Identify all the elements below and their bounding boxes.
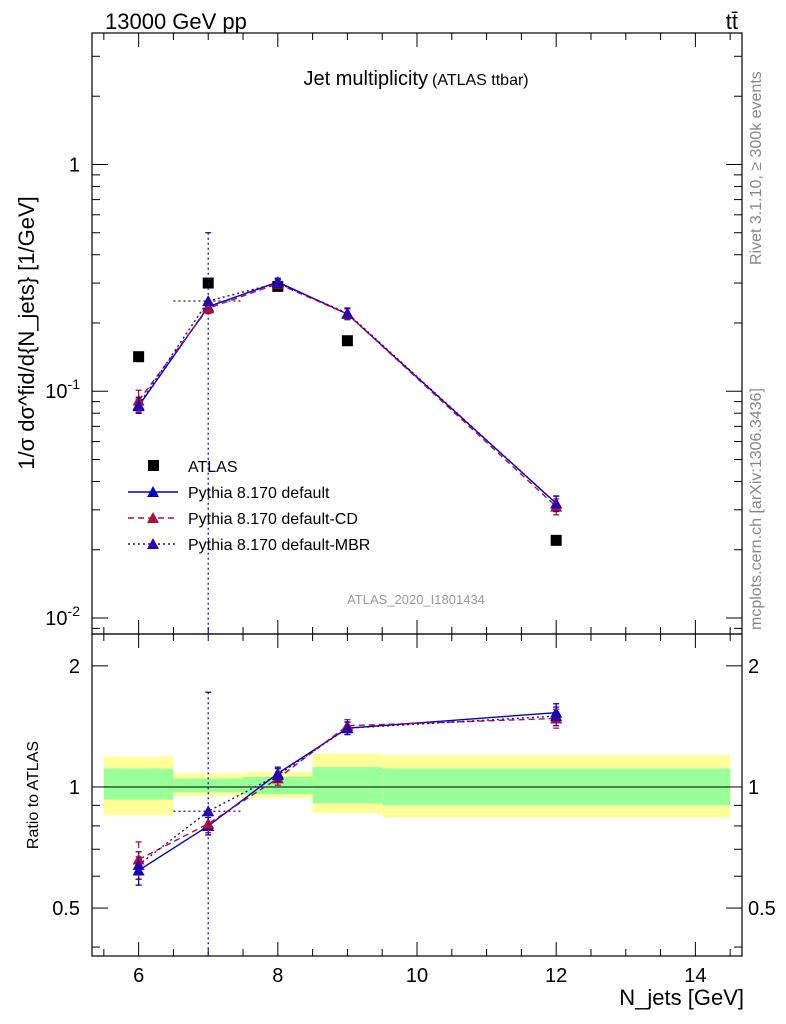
ratio-y-tick-label: 1 bbox=[69, 777, 80, 799]
data-point-triangle bbox=[132, 858, 145, 870]
watermark-label: ATLAS_2020_I1801434 bbox=[347, 592, 485, 607]
rivet-label: Rivet 3.1.10, ≥ 300k events bbox=[748, 71, 765, 265]
y-tick-label: 1 bbox=[69, 154, 80, 176]
mcplots-label: mcplots.cern.ch [arXiv:1306.3436] bbox=[748, 388, 765, 630]
x-tick-label: 14 bbox=[684, 965, 706, 987]
data-point-triangle bbox=[271, 769, 284, 781]
stat-uncertainty-band bbox=[312, 767, 383, 804]
data-point-square bbox=[550, 534, 562, 546]
data-point-triangle bbox=[271, 277, 284, 289]
process-label: tt̄ bbox=[726, 9, 738, 34]
data-point-triangle bbox=[132, 398, 145, 410]
y-tick-label: 10-2 bbox=[45, 603, 80, 630]
data-point-triangle bbox=[550, 497, 563, 509]
legend-label: Pythia 8.170 default-MBR bbox=[188, 537, 370, 554]
ratio-y-tick-label-right: 0.5 bbox=[748, 898, 776, 920]
ratio-bands bbox=[103, 753, 731, 818]
data-point-square bbox=[133, 351, 145, 363]
legend-label: Pythia 8.170 default-CD bbox=[188, 511, 358, 528]
stat-uncertainty-band bbox=[103, 768, 174, 800]
stat-uncertainty-band bbox=[173, 778, 244, 793]
data-point-triangle bbox=[341, 307, 354, 319]
ratio-y-tick-label: 0.5 bbox=[52, 898, 80, 920]
x-tick-label: 8 bbox=[272, 965, 283, 987]
main-y-label: 1/σ dσ^fid/d{N_jets} [1/GeV] bbox=[14, 196, 39, 470]
legend-label: ATLAS bbox=[188, 459, 238, 476]
x-tick-label: 12 bbox=[545, 965, 567, 987]
chart-title: Jet multiplicity bbox=[304, 68, 428, 90]
ratio-panel-data bbox=[132, 691, 563, 957]
data-point-triangle bbox=[147, 538, 159, 549]
data-point-triangle bbox=[341, 722, 354, 734]
data-point-triangle bbox=[202, 294, 215, 306]
data-point-triangle bbox=[147, 512, 159, 523]
ratio-y-tick-label: 2 bbox=[69, 656, 80, 678]
data-point-square bbox=[341, 335, 353, 347]
data-point-triangle bbox=[132, 864, 145, 876]
legend-marker-square bbox=[148, 460, 159, 471]
y-tick-label: 10-1 bbox=[45, 376, 80, 403]
ratio-y-tick-label-right: 2 bbox=[748, 656, 759, 678]
energy-label: 13000 GeV pp bbox=[105, 9, 247, 34]
x-tick-label: 6 bbox=[133, 965, 144, 987]
data-point-triangle bbox=[147, 486, 159, 497]
legend-label: Pythia 8.170 default bbox=[188, 485, 330, 502]
x-axis-label: N_jets [GeV] bbox=[619, 985, 744, 1010]
main-panel-data bbox=[132, 232, 563, 635]
ratio-y-label: Ratio to ATLAS bbox=[25, 741, 42, 849]
ratio-y-tick-label-right: 1 bbox=[748, 777, 759, 799]
legend: ATLAS Pythia 8.170 default Pythia 8.170 de… bbox=[128, 459, 370, 554]
data-point-triangle bbox=[202, 805, 215, 817]
chart-subtitle: (ATLAS ttbar) bbox=[432, 72, 529, 89]
data-point-triangle bbox=[550, 710, 563, 722]
x-tick-label: 10 bbox=[406, 965, 428, 987]
